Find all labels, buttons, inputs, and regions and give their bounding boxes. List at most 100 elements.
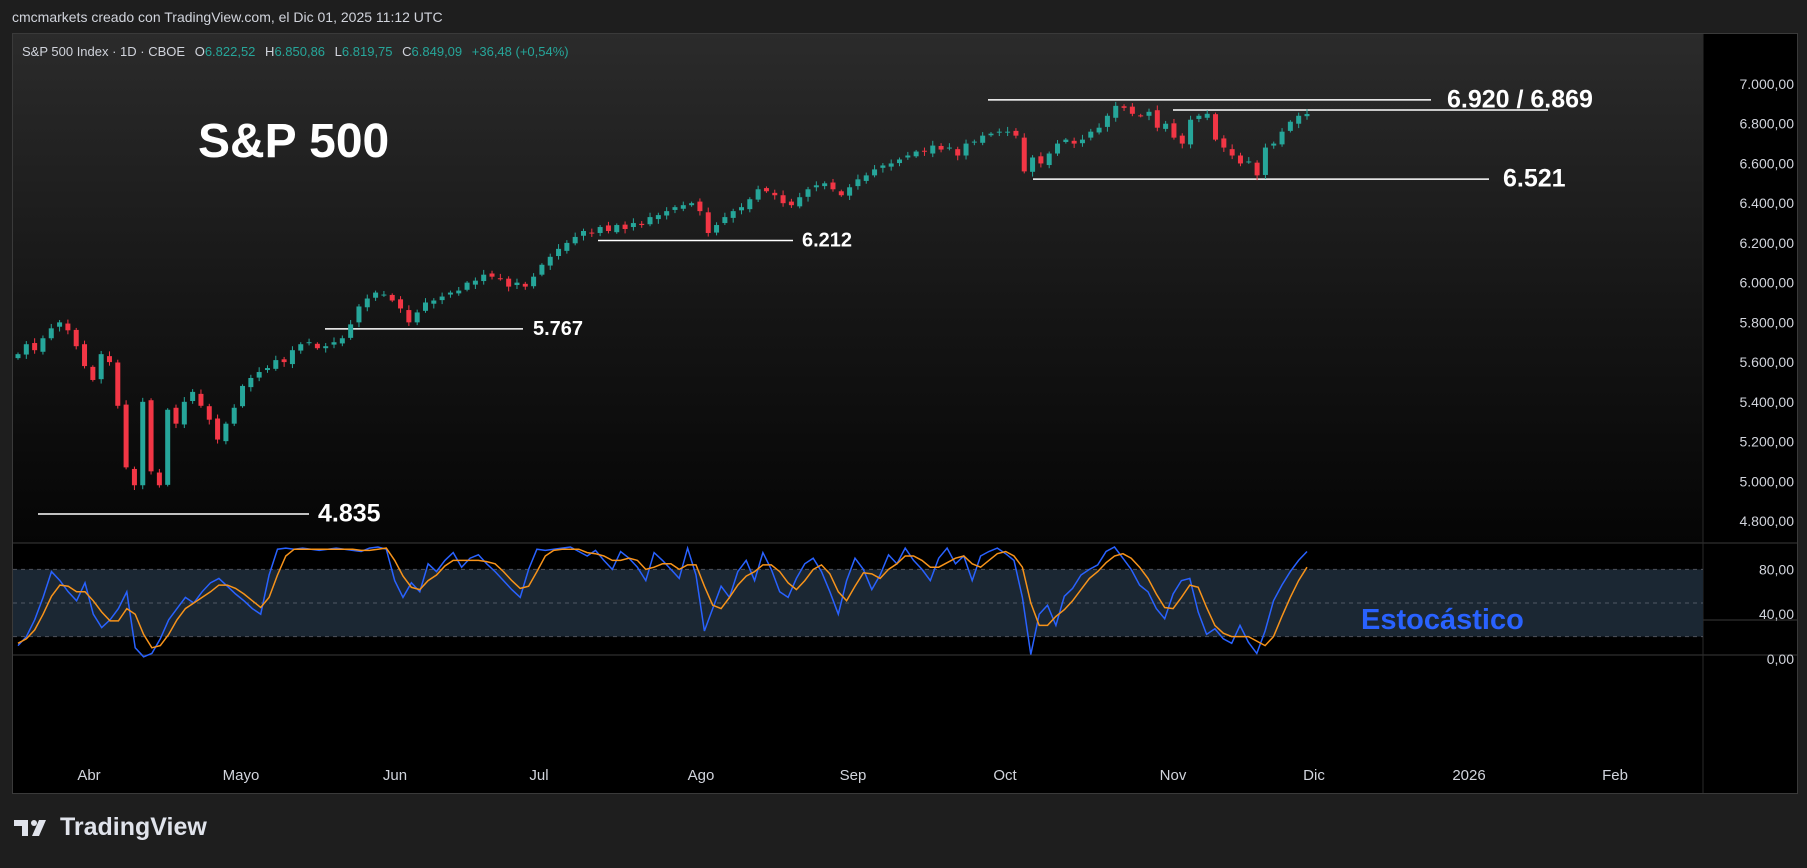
candle-body[interactable] — [913, 151, 919, 157]
candle-body[interactable] — [115, 362, 121, 406]
candle-body[interactable] — [1129, 106, 1135, 114]
candle-body[interactable] — [1104, 115, 1110, 127]
price-pane[interactable] — [13, 34, 1703, 543]
candle-body[interactable] — [763, 188, 769, 192]
candle-body[interactable] — [256, 372, 262, 378]
candle-body[interactable] — [447, 292, 453, 295]
candle-body[interactable] — [472, 280, 478, 285]
candle-body[interactable] — [1030, 157, 1036, 172]
candle-body[interactable] — [872, 169, 878, 176]
candle-body[interactable] — [531, 276, 537, 287]
candle-body[interactable] — [672, 207, 678, 210]
candle-body[interactable] — [373, 292, 379, 298]
candle-body[interactable] — [556, 248, 562, 257]
candle-body[interactable] — [739, 207, 745, 211]
candle-body[interactable] — [1163, 123, 1169, 129]
candle-body[interactable] — [106, 356, 112, 363]
candle-body[interactable] — [1079, 139, 1085, 144]
candle-body[interactable] — [1213, 114, 1219, 140]
candle-body[interactable] — [190, 391, 196, 402]
candle-body[interactable] — [57, 322, 63, 327]
candle-body[interactable] — [589, 232, 595, 234]
tradingview-logo[interactable]: TradingView — [14, 813, 207, 842]
candle-body[interactable] — [497, 278, 503, 280]
candle-body[interactable] — [830, 182, 836, 190]
candle-body[interactable] — [664, 211, 670, 216]
candle-body[interactable] — [855, 179, 861, 187]
candle-body[interactable] — [398, 299, 404, 309]
candle-body[interactable] — [198, 393, 204, 406]
candle-body[interactable] — [206, 406, 212, 420]
candle-body[interactable] — [813, 185, 819, 188]
candle-body[interactable] — [580, 230, 586, 236]
candle-body[interactable] — [1237, 155, 1243, 164]
candle-body[interactable] — [23, 344, 29, 355]
candle-body[interactable] — [289, 350, 295, 365]
candle-body[interactable] — [298, 344, 304, 351]
candle-body[interactable] — [431, 300, 437, 304]
candle-body[interactable] — [572, 236, 578, 244]
candle-body[interactable] — [489, 273, 495, 277]
candle-body[interactable] — [240, 385, 246, 407]
candle-body[interactable] — [506, 278, 512, 287]
candle-body[interactable] — [788, 201, 794, 206]
candle-body[interactable] — [82, 344, 88, 367]
candle-body[interactable] — [1113, 105, 1119, 118]
candle-body[interactable] — [780, 195, 786, 204]
candle-body[interactable] — [1146, 111, 1152, 116]
candle-body[interactable] — [1279, 131, 1285, 145]
candle-body[interactable] — [539, 264, 545, 275]
candle-body[interactable] — [1046, 153, 1052, 166]
candle-body[interactable] — [747, 199, 753, 210]
candle-body[interactable] — [231, 407, 237, 424]
candle-body[interactable] — [1005, 131, 1011, 133]
candle-body[interactable] — [181, 401, 187, 425]
candle-body[interactable] — [888, 163, 894, 167]
candle-body[interactable] — [481, 274, 487, 282]
candle-body[interactable] — [406, 310, 412, 323]
candle-body[interactable] — [921, 150, 927, 152]
candle-body[interactable] — [547, 256, 553, 266]
candle-body[interactable] — [1246, 161, 1252, 163]
candle-body[interactable] — [389, 294, 395, 301]
candle-body[interactable] — [963, 143, 969, 156]
candle-body[interactable] — [1038, 156, 1044, 164]
candle-body[interactable] — [1204, 113, 1210, 118]
candle-body[interactable] — [564, 242, 570, 251]
candle-body[interactable] — [1229, 149, 1235, 156]
candle-body[interactable] — [755, 189, 761, 200]
candle-body[interactable] — [805, 189, 811, 197]
candle-body[interactable] — [1171, 123, 1177, 138]
candle-body[interactable] — [40, 338, 46, 352]
candle-body[interactable] — [356, 306, 362, 323]
candle-body[interactable] — [381, 294, 387, 296]
candle-body[interactable] — [90, 366, 96, 380]
candle-body[interactable] — [897, 159, 903, 164]
candle-body[interactable] — [1013, 130, 1019, 136]
candle-body[interactable] — [15, 354, 21, 359]
chart-area[interactable]: 6.920 / 6.869 6.521 6.212 5.767 4.835 4.800,… — [12, 33, 1798, 794]
candle-body[interactable] — [1138, 115, 1144, 117]
candle-body[interactable] — [348, 324, 354, 338]
candle-body[interactable] — [1071, 140, 1077, 144]
candle-body[interactable] — [98, 354, 104, 380]
candle-body[interactable] — [1179, 135, 1185, 144]
candle-body[interactable] — [339, 338, 345, 344]
candle-body[interactable] — [273, 360, 279, 369]
candle-body[interactable] — [1121, 106, 1127, 108]
candle-body[interactable] — [414, 312, 420, 323]
candle-body[interactable] — [639, 223, 645, 226]
candle-body[interactable] — [1304, 113, 1310, 117]
candle-body[interactable] — [838, 191, 844, 196]
candle-body[interactable] — [422, 302, 428, 311]
candle-body[interactable] — [996, 131, 1002, 133]
candle-body[interactable] — [614, 225, 620, 233]
candle-body[interactable] — [165, 409, 171, 485]
candle-body[interactable] — [847, 187, 853, 196]
candle-body[interactable] — [1063, 139, 1069, 143]
candle-body[interactable] — [156, 472, 162, 486]
candle-body[interactable] — [514, 282, 520, 286]
candle-body[interactable] — [264, 368, 270, 371]
chart-svg[interactable]: 6.920 / 6.869 6.521 6.212 5.767 4.835 4.800,… — [13, 34, 1797, 793]
candle-body[interactable] — [863, 175, 869, 181]
